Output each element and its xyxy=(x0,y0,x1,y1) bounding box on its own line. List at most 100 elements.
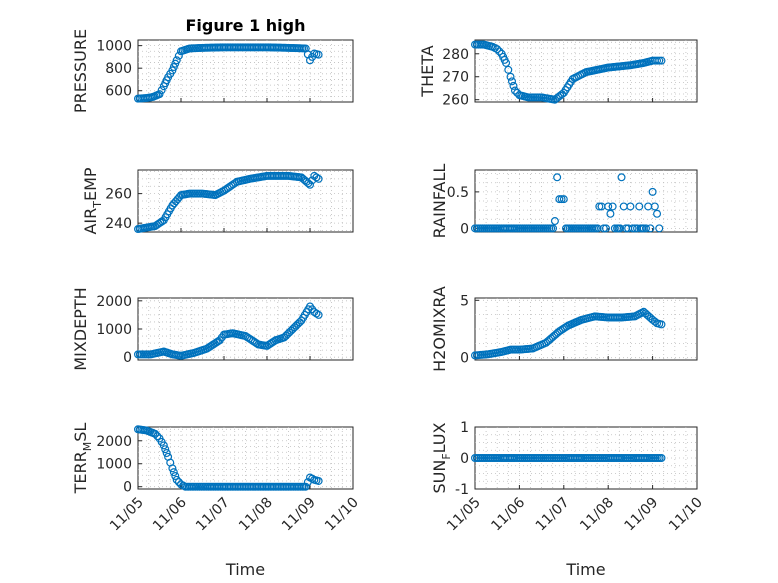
y-axis-label: AIRTEMP xyxy=(81,167,104,234)
y-tick-label: 280 xyxy=(442,47,469,63)
y-tick-label: 1 xyxy=(460,420,469,436)
y-tick-label: 0.5 xyxy=(447,185,469,201)
x-tick-label: 11/08 xyxy=(577,495,617,535)
x-tick-label: 11/10 xyxy=(666,495,706,535)
data-point xyxy=(171,471,180,480)
y-tick-label: 0 xyxy=(460,451,469,467)
data-point xyxy=(159,441,168,450)
y-tick-label: 1000 xyxy=(96,322,132,338)
data-point xyxy=(601,224,610,233)
data-point xyxy=(650,202,659,211)
data-point xyxy=(653,56,662,65)
data-point xyxy=(641,224,650,233)
data-point xyxy=(161,445,170,454)
x-tick-label: 11/06 xyxy=(150,494,190,534)
data-point xyxy=(657,454,666,463)
data-point xyxy=(162,449,171,458)
data-point xyxy=(557,195,566,204)
data-point xyxy=(502,58,511,67)
data-point xyxy=(657,56,666,65)
data-point xyxy=(168,464,177,473)
data-point xyxy=(655,56,664,65)
data-point xyxy=(172,56,181,65)
x-tick-label: 11/09 xyxy=(279,495,319,535)
y-tick-label: 0 xyxy=(123,350,132,366)
data-point xyxy=(626,202,635,211)
y-axis-label: SUNFLUX xyxy=(430,422,453,493)
x-tick-label: 11/08 xyxy=(236,495,276,535)
y-tick-label: 2000 xyxy=(96,434,132,450)
panel-6: 0 1000 2000 11/05 11/06 11/07 11/08 11/09 11/10 T… xyxy=(71,423,362,579)
y-tick-label: 260 xyxy=(105,187,132,203)
y-tick-label: 0 xyxy=(460,351,469,367)
y-axis-label: THETA xyxy=(418,45,437,97)
y-tick-label: 2000 xyxy=(96,294,132,310)
data-point xyxy=(509,81,518,90)
data-point xyxy=(314,174,323,183)
y-tick-label: 270 xyxy=(442,70,469,86)
y-tick-label: 5 xyxy=(460,293,469,309)
data-point xyxy=(312,173,321,182)
data-point xyxy=(595,202,604,211)
x-tick-label: 11/06 xyxy=(488,494,528,534)
data-point xyxy=(504,65,513,74)
data-point xyxy=(655,224,664,233)
data-point xyxy=(493,45,502,54)
data-point xyxy=(553,173,562,182)
x-tick-label: 11/10 xyxy=(322,495,362,535)
y-axis-label: TERRMSL xyxy=(71,423,94,495)
y-axis-label: RAINFALL xyxy=(430,164,449,239)
data-point xyxy=(155,90,164,99)
data-point xyxy=(508,77,517,86)
data-point xyxy=(314,50,323,59)
y-tick-label: 260 xyxy=(442,93,469,109)
data-point xyxy=(301,482,310,491)
y-axis-label: MIXDEPTH xyxy=(71,287,90,370)
y-tick-label: 1000 xyxy=(96,39,132,55)
panel-0: 600 800 1000 PRESSURE Figure 1 high xyxy=(71,16,354,113)
data-point xyxy=(151,429,160,438)
data-point xyxy=(559,195,568,204)
data-point xyxy=(314,476,323,485)
data-point xyxy=(172,475,181,484)
x-tick-label: 11/05 xyxy=(107,495,147,535)
x-tick-label: 11/05 xyxy=(444,495,484,535)
data-point xyxy=(616,224,625,233)
data-point xyxy=(646,224,655,233)
data-point xyxy=(635,202,644,211)
data-point xyxy=(628,224,637,233)
x-axis-label: Time xyxy=(225,560,265,579)
data-point xyxy=(653,209,662,218)
y-tick-label: 600 xyxy=(105,84,132,100)
x-axis-label: Time xyxy=(565,560,605,579)
y-tick-label: 240 xyxy=(105,216,132,232)
data-point xyxy=(610,224,619,233)
data-point xyxy=(153,432,162,441)
y-axis-label: PRESSURE xyxy=(71,29,90,113)
data-point xyxy=(648,187,657,196)
y-tick-label: 0 xyxy=(460,221,469,237)
data-point xyxy=(306,180,315,189)
data-point xyxy=(608,202,617,211)
data-point xyxy=(157,86,166,95)
data-point xyxy=(252,339,261,348)
data-point xyxy=(506,72,515,81)
data-point xyxy=(604,202,613,211)
data-point xyxy=(550,217,559,226)
y-tick-label: 1000 xyxy=(96,457,132,473)
data-point xyxy=(314,310,323,319)
x-tick-label: 11/07 xyxy=(193,495,233,535)
y-axis-label: H2OMIXRA xyxy=(430,286,449,372)
y-tick-label: -1 xyxy=(455,482,469,498)
panel-7: -1 0 1 11/05 11/06 11/07 11/08 11/09 11/10 SUNFLU… xyxy=(430,420,706,579)
data-point xyxy=(617,173,626,182)
data-point xyxy=(174,51,183,60)
data-point xyxy=(599,224,608,233)
data-point xyxy=(650,317,659,326)
data-point xyxy=(510,86,519,95)
panel-5: 0 5 H2OMIXRA xyxy=(430,286,698,372)
y-tick-label: 800 xyxy=(105,61,132,77)
